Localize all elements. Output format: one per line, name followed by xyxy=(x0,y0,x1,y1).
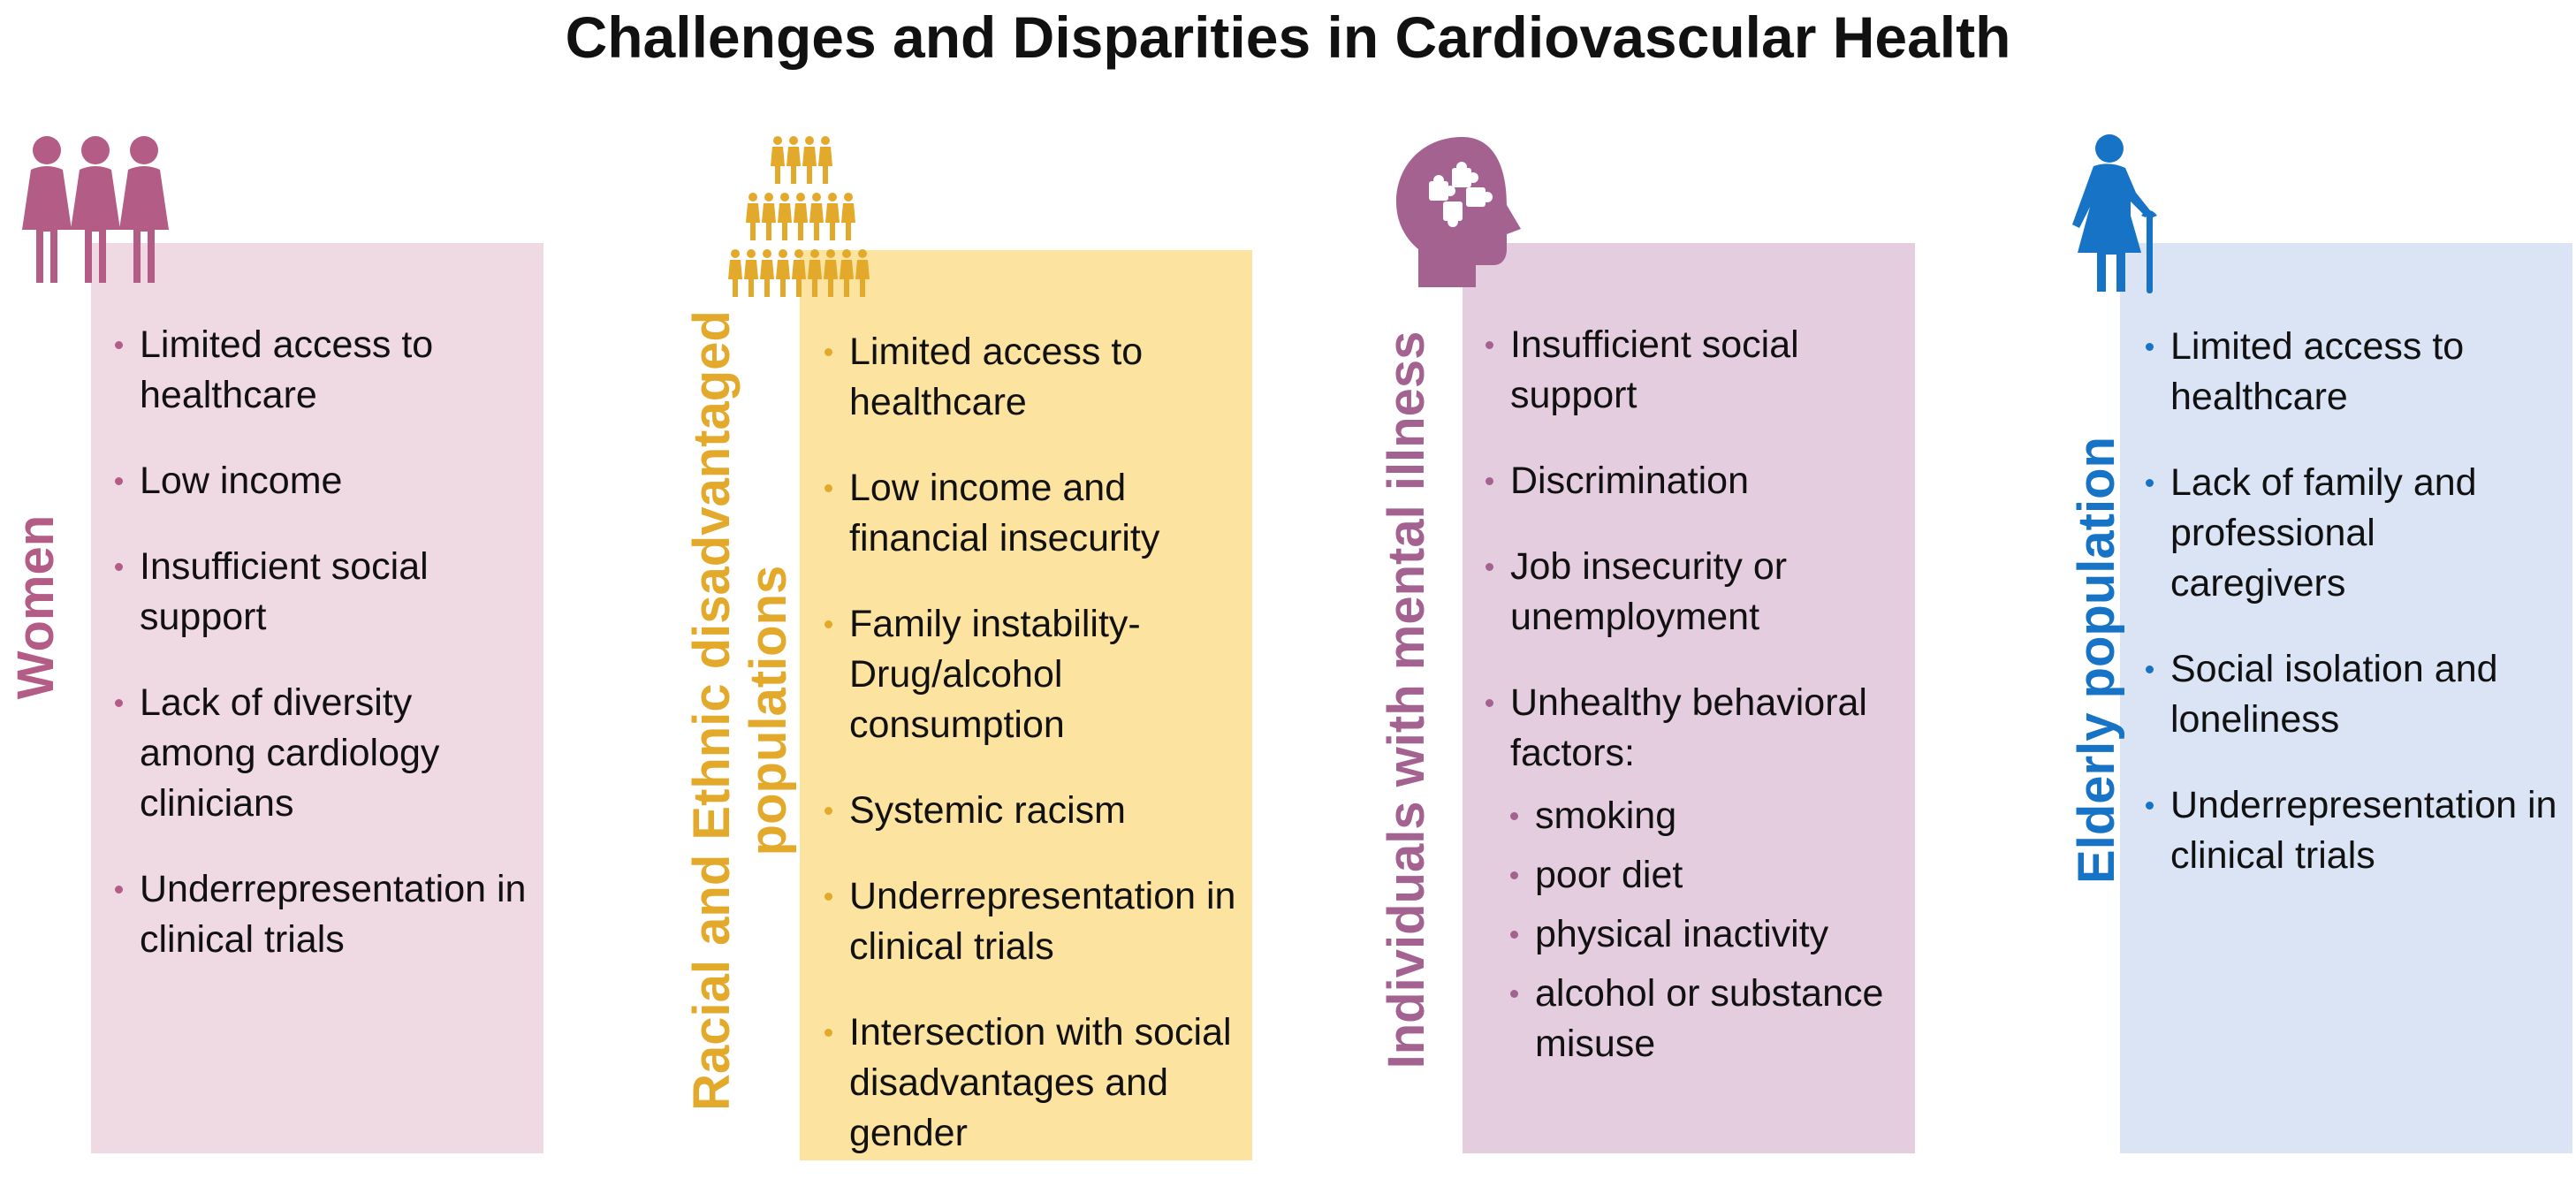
mental-illness-list: Insufficient social support Discriminati… xyxy=(1486,320,1901,1105)
elderly-list: Limited access to healthcare Lack of fam… xyxy=(2146,322,2561,916)
list-item: Job insecurity or unemployment xyxy=(1486,542,1901,643)
racial-ethnic-label: Racial and Ethnic disadvantaged populati… xyxy=(683,310,797,1111)
list-item: Limited access to healthcare xyxy=(115,320,530,421)
mental-illness-label: Individuals with mental illness xyxy=(1378,331,1435,1069)
list-item: Unhealthy behavioral factors: smoking po… xyxy=(1486,678,1901,1069)
list-item: Underrepresentation in clinical trials xyxy=(115,864,530,965)
list-item-label: Unhealthy behavioral factors: xyxy=(1510,681,1867,774)
three-women-icon xyxy=(22,136,169,283)
women-list: Limited access to healthcare Low income … xyxy=(115,320,530,1000)
sub-list-item: physical inactivity xyxy=(1510,909,1901,960)
list-item: Intersection with social disadvantages a… xyxy=(824,1008,1240,1159)
sub-list-item: alcohol or substance misuse xyxy=(1510,969,1901,1069)
page-title: Challenges and Disparities in Cardiovasc… xyxy=(565,4,2011,70)
list-item: Social isolation and loneliness xyxy=(2146,644,2561,745)
list-item: Lack of family and professional caregive… xyxy=(2146,458,2561,609)
list-item: Lack of diversity among cardiology clini… xyxy=(115,678,530,829)
list-item: Limited access to healthcare xyxy=(824,327,1240,428)
sub-list-item: smoking xyxy=(1510,791,1901,841)
women-panel-bg xyxy=(91,243,543,1153)
list-item: Low income xyxy=(115,456,530,506)
list-item: Limited access to healthcare xyxy=(2146,322,2561,422)
list-item: Family instability-Drug/alcohol consumpt… xyxy=(824,599,1240,750)
elderly-label: Elderly population xyxy=(2068,437,2125,884)
sub-list-item: poor diet xyxy=(1510,850,1901,901)
racial-panel-bg xyxy=(800,250,1252,1160)
list-item: Insufficient social support xyxy=(115,542,530,643)
list-item: Systemic racism xyxy=(824,786,1240,836)
elderly-person-cane-icon xyxy=(2072,134,2157,293)
mental-panel-bg xyxy=(1463,243,1915,1153)
list-item: Discrimination xyxy=(1486,456,1901,506)
elderly-panel-bg xyxy=(2120,243,2572,1153)
racial-ethnic-list: Limited access to healthcare Low income … xyxy=(824,327,1240,1194)
list-item: Low income and financial insecurity xyxy=(824,463,1240,564)
head-puzzle-icon xyxy=(1396,137,1521,287)
list-item: Underrepresentation in clinical trials xyxy=(824,871,1240,972)
list-item: Underrepresentation in clinical trials xyxy=(2146,780,2561,881)
sub-list: smoking poor diet physical inactivity al… xyxy=(1510,791,1901,1069)
list-item: Insufficient social support xyxy=(1486,320,1901,421)
women-label: Women xyxy=(7,514,65,700)
